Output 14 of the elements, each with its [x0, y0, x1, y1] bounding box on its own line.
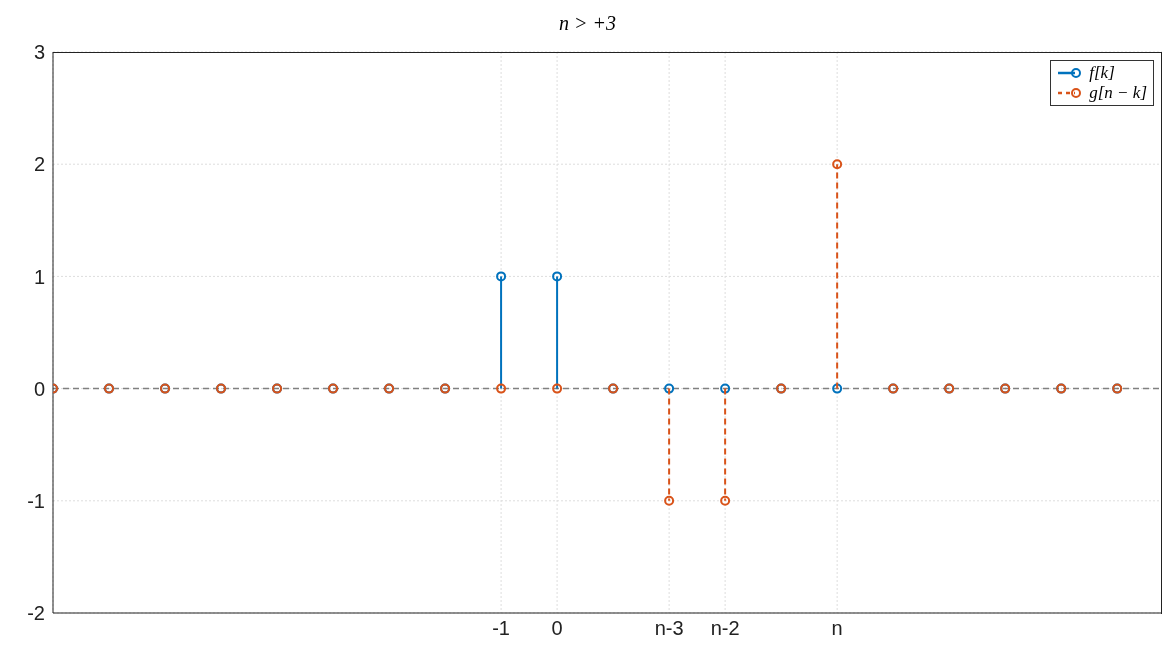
x-tick-label: n [831, 617, 843, 640]
y-tick-label: 0 [33, 377, 45, 400]
y-tick-label: 2 [33, 153, 45, 176]
x-tick-label: 0 [551, 617, 563, 640]
y-tick-label: 1 [33, 265, 45, 288]
x-tick-label: -1 [492, 617, 510, 640]
y-tick-label: 3 [33, 41, 45, 64]
y-tick-label: -2 [27, 602, 45, 625]
chart-title: n > +3 [558, 12, 617, 35]
y-tick-label: -1 [27, 489, 45, 512]
legend-label: g[n − k] [1089, 83, 1147, 103]
x-tick-label: n-3 [654, 617, 684, 640]
x-tick-label: n-2 [710, 617, 740, 640]
legend-label: f[k] [1089, 63, 1115, 83]
